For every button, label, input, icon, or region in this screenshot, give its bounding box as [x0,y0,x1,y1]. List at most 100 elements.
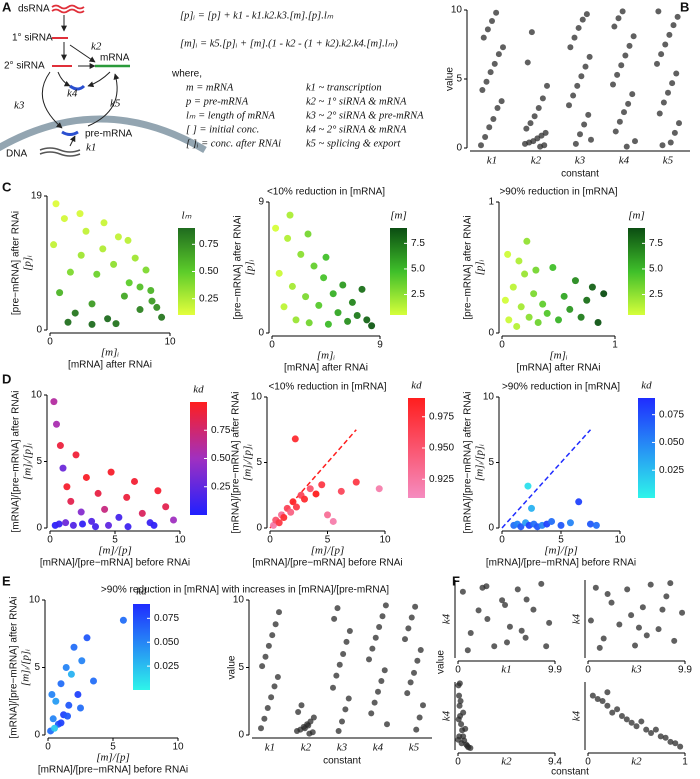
point [344,317,352,325]
point [560,292,568,300]
point [110,260,118,268]
x-axis-label: [mRNA] after RNAi [284,363,368,374]
y-axis-label: [mRNA]/[pre−mRNA] after RNAi [231,392,242,534]
y-symbol: [p]ᵢ [474,259,486,275]
legend-constant: k5 ~ splicing & export [306,138,401,149]
point [324,511,331,519]
point [295,709,302,716]
point [64,712,71,720]
point [624,586,631,593]
point [65,701,73,709]
x-tick-label: 5 [325,535,331,546]
point [502,601,509,608]
point [148,297,156,305]
point [489,18,495,25]
point [619,8,626,15]
point [124,523,132,531]
point [268,694,275,701]
y-axis-label: value [445,67,456,91]
point [50,241,58,249]
point [667,738,674,745]
point [52,697,60,705]
x-tick-label: 9 [377,340,383,351]
point [629,91,636,98]
point [101,505,109,513]
point [538,580,545,587]
point [604,591,611,598]
point [62,664,70,671]
point [655,626,662,633]
point [114,233,122,241]
point [63,483,71,491]
point [612,128,619,135]
colorbar-tick-label: 0.050 [154,637,179,648]
arrow [57,71,71,87]
point [571,34,578,41]
label: DNA [6,149,27,160]
point [375,485,383,493]
x-symbol: [m]/[p] [96,752,130,764]
point [579,16,586,23]
label: k2 [91,41,102,53]
point [305,722,312,729]
legend-symbol: [ ]ᵢ = conc. after RNAi [186,138,281,149]
x-symbol: k1 [501,664,511,676]
legend-constant: k1 ~ transcription [306,82,382,93]
point [543,309,551,317]
point [582,63,589,70]
colorbar-tick-label: 0.925 [429,474,454,485]
point [411,669,417,676]
point [491,643,498,650]
chart-title: <10% reduction in [mRNA] [268,382,386,393]
y-tick-label: 0 [36,523,42,534]
point [292,316,300,324]
point [610,81,616,88]
point [669,80,676,87]
point [82,473,90,481]
point [647,581,654,588]
point [604,702,611,709]
point [301,495,308,503]
point [66,268,74,276]
point [500,44,506,51]
point [363,316,371,324]
y-axis-label: value [227,655,238,679]
point [339,718,345,725]
point [94,489,102,497]
x-symbol: k2 [501,756,512,768]
point [138,509,146,517]
colorbar-tick-label: 2.5 [649,289,663,300]
colorbar-tick-label: 0.075 [154,613,179,624]
point [623,716,630,723]
y-tick-label: 5 [488,457,494,468]
point [523,237,531,245]
point [577,313,585,321]
point [304,230,312,238]
y-symbol: k4 [441,613,453,624]
y-symbol: [p]ᵢ [244,259,256,275]
arrow [69,135,76,147]
point [340,651,347,657]
point [335,727,342,734]
point [575,498,583,506]
point [83,634,91,642]
point [639,604,646,611]
point [632,138,638,145]
point [57,680,65,688]
colorbar-tick-label: 0.25 [211,481,231,492]
point [503,639,510,646]
point [615,15,622,22]
x-tick-label: 0 [47,337,53,348]
point [486,124,493,131]
point [616,118,623,125]
point [88,300,96,308]
point [581,121,588,128]
x-tick-label: 9.9 [548,665,562,676]
point [312,490,320,498]
point [464,647,471,654]
legend-constant: k4 ~ 2° siRNA & mRNA [306,124,407,135]
point [577,131,583,138]
x-tick-label: k3 [337,742,348,754]
y-tick-label: 5 [34,662,40,673]
point [506,623,513,630]
